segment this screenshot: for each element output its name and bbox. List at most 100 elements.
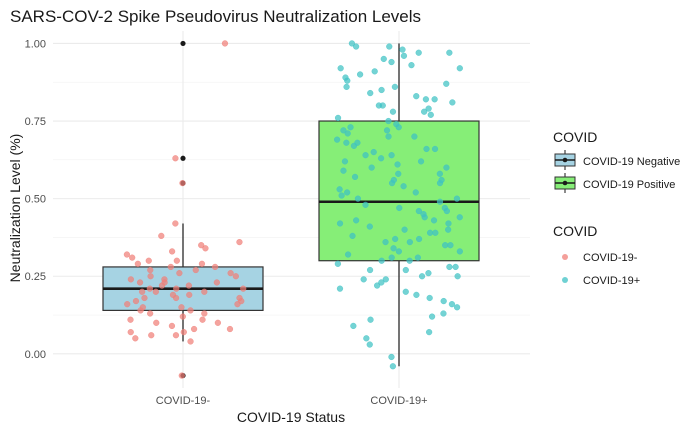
legend-key-point	[562, 277, 568, 283]
data-point	[172, 332, 180, 339]
data-point	[408, 62, 415, 69]
data-point	[198, 260, 206, 267]
data-point	[421, 108, 428, 115]
data-point	[199, 316, 206, 323]
data-point	[426, 294, 433, 302]
data-point	[378, 155, 385, 162]
data-point	[360, 276, 367, 283]
jitter-points	[123, 40, 463, 379]
legend-key-dot	[562, 180, 568, 186]
data-point	[344, 130, 351, 137]
data-point	[202, 245, 209, 252]
data-point	[190, 325, 198, 333]
data-point	[354, 139, 361, 146]
data-point	[127, 276, 134, 283]
data-point	[147, 266, 154, 274]
data-point	[176, 270, 183, 277]
data-point	[198, 242, 205, 249]
data-point	[420, 211, 427, 218]
y-tick-label: 0.50	[25, 194, 46, 206]
data-point	[221, 40, 229, 47]
data-point	[443, 207, 450, 215]
data-point	[353, 43, 360, 50]
data-point	[389, 108, 397, 115]
data-point	[148, 332, 155, 339]
data-point	[187, 307, 194, 314]
data-point	[388, 254, 395, 261]
data-point	[428, 313, 436, 320]
data-point	[402, 266, 409, 274]
data-point	[395, 248, 402, 255]
x-tick-label: COVID-19+	[370, 395, 427, 407]
data-point	[347, 124, 354, 131]
data-point	[180, 329, 187, 336]
data-point	[383, 127, 391, 134]
data-point	[334, 136, 341, 143]
data-point	[192, 266, 199, 274]
data-point	[141, 294, 148, 302]
axis-ticks: 0.00 0.25 0.50 0.75 1.00 COVID-19- COVID-19+	[25, 38, 428, 407]
data-point	[362, 201, 369, 208]
data-point	[394, 161, 401, 168]
data-point	[386, 43, 393, 50]
data-point	[456, 214, 463, 221]
legend: COVID COVID-19 Negative COVID-19 Positiv…	[553, 129, 680, 287]
data-point	[418, 273, 426, 280]
y-tick-label: 0.25	[25, 271, 46, 283]
data-point	[406, 238, 413, 246]
data-point	[236, 294, 243, 302]
data-point	[413, 291, 420, 298]
data-point	[400, 183, 407, 190]
data-point	[232, 273, 239, 280]
data-point	[388, 353, 395, 361]
data-point	[354, 195, 362, 202]
data-point	[179, 313, 186, 320]
data-point	[363, 335, 370, 342]
legend-box-title: COVID	[553, 129, 597, 145]
data-point	[447, 242, 454, 249]
data-point	[446, 49, 453, 56]
data-point	[427, 111, 434, 118]
data-point	[378, 279, 385, 286]
data-point	[454, 273, 461, 280]
data-point	[178, 372, 185, 379]
data-point	[123, 251, 131, 258]
data-point	[425, 270, 432, 277]
data-point	[366, 223, 373, 230]
data-point	[362, 152, 369, 159]
data-point	[382, 276, 389, 283]
y-axis-title: Neutralization Level (%)	[7, 134, 23, 283]
chart-title: SARS-COV-2 Spike Pseudovirus Neutralizat…	[10, 7, 421, 26]
data-point	[442, 242, 449, 249]
boxes	[102, 40, 480, 379]
data-point	[367, 89, 374, 97]
data-point	[385, 117, 392, 125]
y-tick-label: 0.00	[25, 349, 46, 361]
data-point	[366, 341, 373, 348]
outlier-point	[180, 155, 186, 161]
data-point	[443, 80, 450, 87]
data-point	[399, 46, 406, 53]
data-point	[178, 304, 185, 311]
data-point	[452, 263, 459, 271]
data-point	[136, 279, 144, 286]
data-point	[370, 148, 377, 156]
data-point	[179, 180, 186, 187]
data-point	[400, 52, 408, 59]
data-point	[240, 285, 247, 292]
data-point	[340, 167, 347, 174]
data-point	[132, 335, 139, 342]
data-point	[388, 152, 395, 159]
legend-key-point	[562, 254, 568, 260]
data-point	[448, 301, 456, 308]
legend-box-label-negative: COVID-19 Negative	[583, 156, 680, 168]
data-point	[213, 279, 220, 286]
data-point	[379, 102, 386, 109]
data-point	[226, 325, 234, 333]
data-point	[348, 40, 356, 47]
data-point	[412, 189, 419, 196]
data-point	[402, 288, 409, 295]
data-point	[401, 226, 408, 233]
box-positive	[318, 120, 480, 262]
data-point	[382, 238, 389, 246]
